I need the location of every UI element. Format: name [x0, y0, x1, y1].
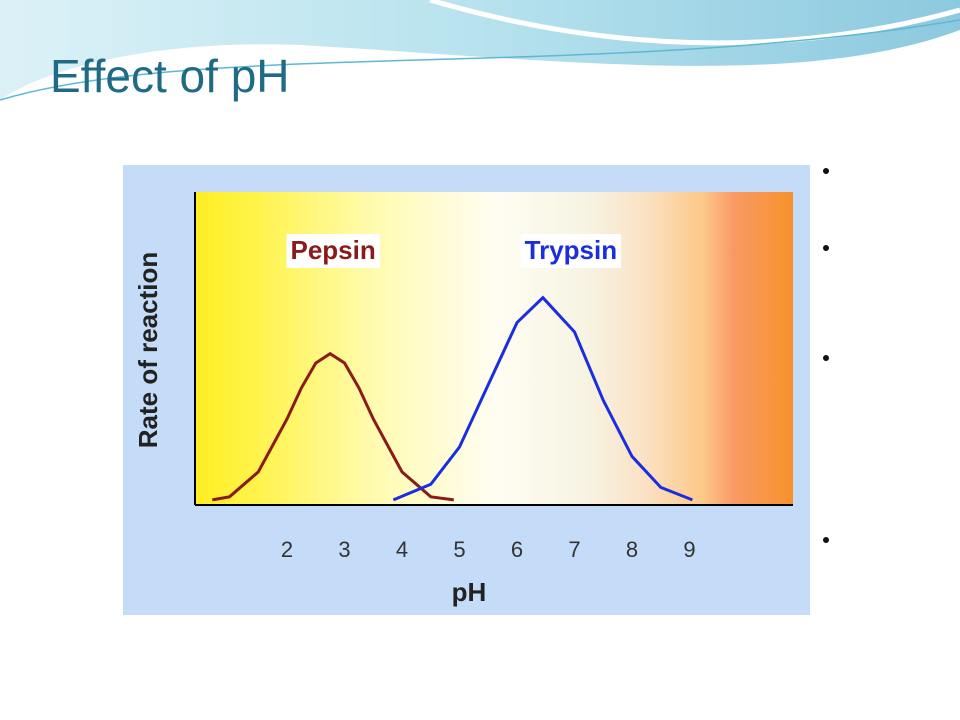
- x-tick-label: 3: [338, 537, 350, 562]
- x-tick-label: 2: [281, 537, 293, 562]
- plot-area: [195, 192, 793, 505]
- bullets: [823, 168, 829, 543]
- series-label: Trypsin: [525, 235, 617, 265]
- x-tick-label: 4: [396, 537, 408, 562]
- y-axis-label: Rate of reaction: [133, 252, 163, 449]
- slide-title: Effect of pH: [50, 50, 290, 102]
- label-box: [520, 234, 622, 268]
- x-tick-label: 9: [683, 537, 695, 562]
- x-tick-label: 8: [626, 537, 638, 562]
- curve: [212, 351, 455, 502]
- wave-line: [0, 19, 960, 101]
- x-axis-label: pH: [452, 577, 487, 607]
- x-tick-label: 6: [511, 537, 523, 562]
- header-wave: [0, 0, 960, 100]
- wave-line: [429, 0, 960, 46]
- x-tick-label: 5: [453, 537, 465, 562]
- plot: 2 3 4 5 6 7 8 9 Pepsin Trypsin: [212, 234, 696, 562]
- label-box: [286, 234, 380, 268]
- x-tick-label: 7: [568, 537, 580, 562]
- curve: [392, 295, 693, 502]
- series-label: Pepsin: [291, 235, 376, 265]
